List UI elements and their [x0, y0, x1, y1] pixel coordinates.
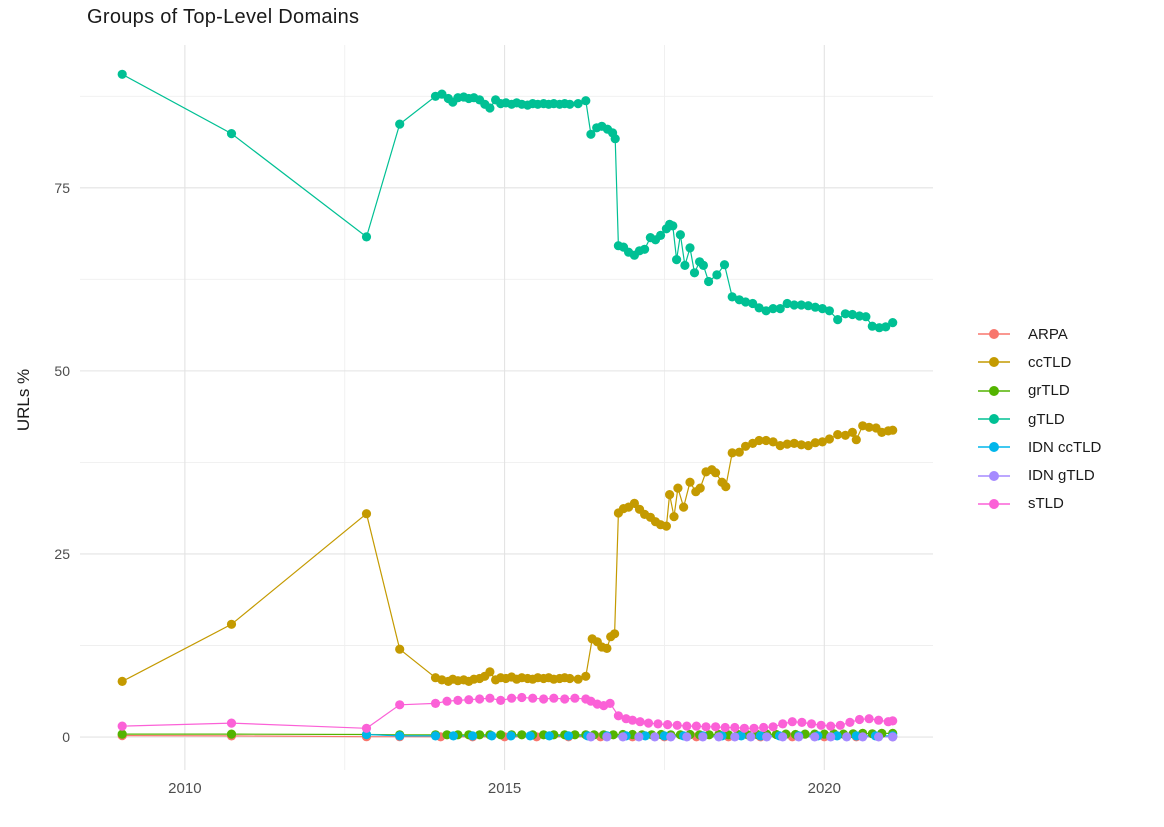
legend-label: grTLD — [1028, 382, 1070, 400]
y-tick-label: 0 — [62, 729, 70, 745]
legend-item-sTLD: sTLD — [977, 490, 1101, 518]
legend-item-ARPA: ARPA — [977, 320, 1101, 348]
legend-label: IDN gTLD — [1028, 467, 1095, 485]
legend-item-IDN-gTLD: IDN gTLD — [977, 461, 1101, 489]
legend-key-icon — [978, 470, 1010, 481]
series-ccTLD-points — [117, 421, 898, 687]
x-tick-label: 2015 — [488, 780, 521, 797]
series-sTLD-points — [117, 692, 898, 733]
legend-key-icon — [978, 329, 1010, 340]
legend-item-ccTLD: ccTLD — [977, 348, 1101, 376]
legend-key-icon — [978, 357, 1010, 368]
legend-key-icon — [978, 414, 1010, 425]
legend: ARPA ccTLD grTLD gTLD IDN ccTLD IDN gTLD sTLD — [977, 320, 1101, 518]
legend-label: ARPA — [1028, 325, 1068, 343]
y-tick-label: 25 — [54, 546, 70, 562]
legend-item-grTLD: grTLD — [977, 377, 1101, 405]
series-gTLD-line — [121, 73, 894, 329]
legend-label: gTLD — [1028, 410, 1065, 428]
chart-title: Groups of Top-Level Domains — [87, 6, 360, 28]
y-tick-label: 50 — [54, 363, 70, 379]
y-tick-label: 75 — [54, 180, 70, 196]
legend-item-IDN-ccTLD: IDN ccTLD — [977, 433, 1101, 461]
legend-key-icon — [978, 442, 1010, 453]
legend-key-icon — [978, 385, 1010, 396]
legend-key-icon — [978, 498, 1010, 509]
x-tick-label: 2010 — [168, 780, 201, 797]
series-IDN-gTLD-points — [586, 732, 898, 742]
legend-label: ccTLD — [1028, 353, 1072, 371]
legend-item-gTLD: gTLD — [977, 405, 1101, 433]
x-tick-label: 2020 — [808, 780, 841, 797]
series-sTLD-line — [122, 696, 893, 729]
legend-label: sTLD — [1028, 495, 1064, 513]
series-gTLD-points — [117, 69, 898, 333]
legend-label: IDN ccTLD — [1028, 438, 1102, 456]
